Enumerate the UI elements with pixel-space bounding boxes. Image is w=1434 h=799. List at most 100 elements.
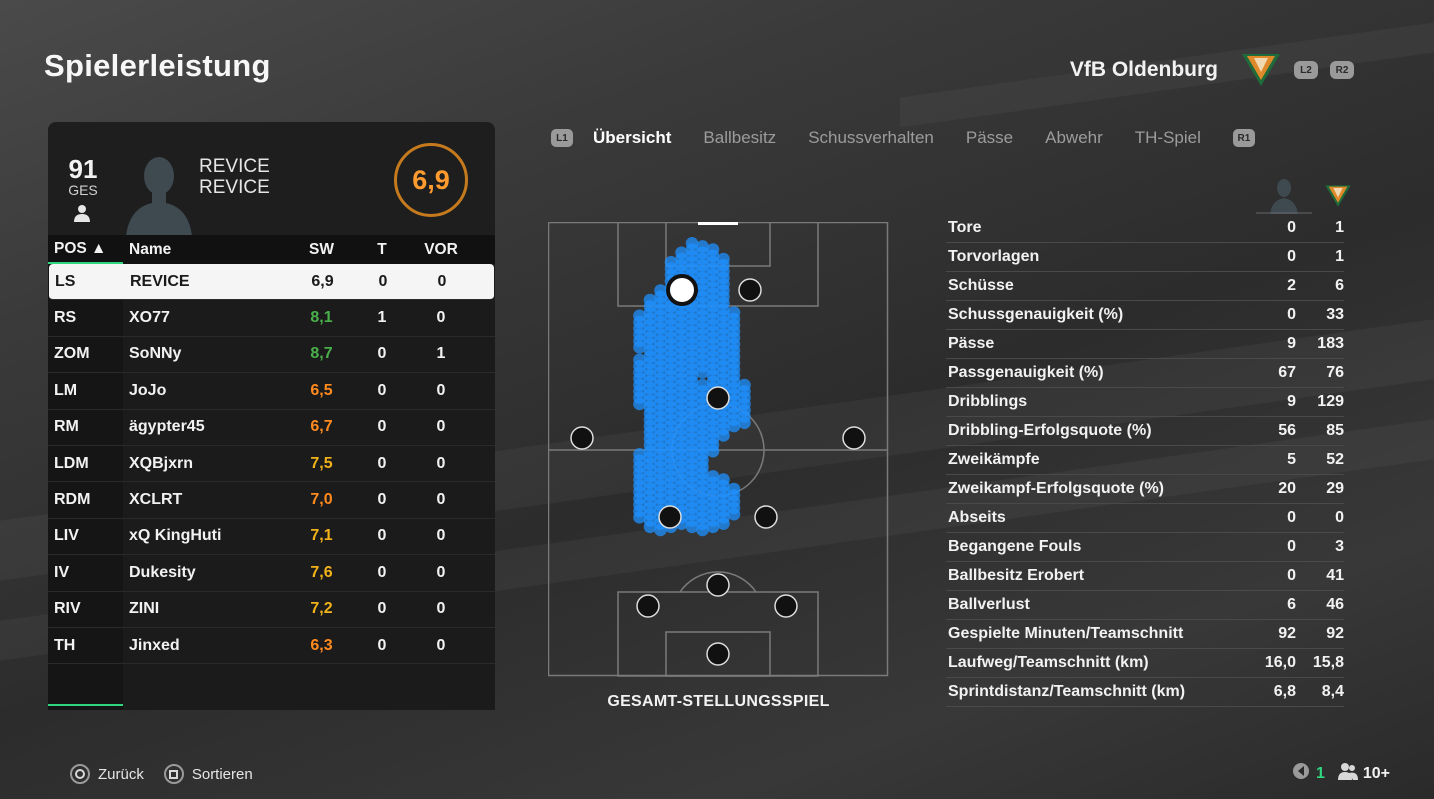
bottom-goal-box [665,631,771,677]
stat-row: Zweikämpfe 5 52 [946,446,1344,475]
row-position: ZOM [54,345,90,363]
row-rating: 7,1 [310,527,333,545]
roster-row[interactable]: LS REVICE 6,9 0 0 [49,264,494,301]
player-marker [706,642,730,666]
player-marker [706,573,730,597]
stat-player-value: 6,8 [1273,683,1296,700]
row-player-name: XO77 [129,309,170,327]
players-online-count: 10+ [1362,764,1390,782]
square-button-icon[interactable] [163,764,184,784]
row-player-name: xQ KingHuti [129,527,222,545]
player-marker [754,505,778,529]
stat-label: Sprintdistanz/Teamschnitt (km) [948,683,1186,700]
footer-status: 1 10+ [1292,762,1390,785]
stat-team-value: 46 [1326,596,1344,613]
stat-team-value: 29 [1326,480,1344,497]
sort-pos-header[interactable]: POS ▲ [48,235,123,264]
stat-label: Begangene Fouls [948,538,1082,555]
roster-row[interactable]: RM ägypter45 6,7 0 0 [48,410,495,446]
row-assists: 0 [436,381,446,399]
circle-button-icon[interactable] [70,764,90,784]
rating-header[interactable]: SW [309,240,334,258]
prev-team-button[interactable]: L2 [1294,61,1318,79]
row-player-name: XQBjxrn [129,454,194,472]
stat-player-value: 9 [1287,335,1296,352]
stat-row: Abseits 0 0 [946,504,1344,533]
tab-übersicht[interactable]: Übersicht [593,128,672,147]
roster-row[interactable]: LM JoJo 6,5 0 0 [48,373,495,410]
team-name: VfB Oldenburg [1069,58,1218,81]
stat-label: Torvorlagen [948,248,1040,265]
player-avatar [126,152,192,235]
back-label[interactable]: Zurück [98,765,144,783]
stat-player-value: 6 [1287,596,1296,613]
row-rating: 7,0 [310,491,333,509]
player-marker [658,505,682,529]
stat-label: Dribblings [948,393,1028,410]
name-header[interactable]: Name [129,240,172,258]
stat-label: Ballverlust [948,596,1030,613]
footer-controls: Zurück Sortieren [70,764,253,784]
roster-row[interactable]: TH Jinxed 6,3 0 0 [48,628,495,665]
row-goals: 0 [377,491,387,509]
roster-row[interactable]: ZOM SoNNy 8,7 0 1 [48,337,495,374]
roster-row[interactable]: IV Dukesity 7,6 0 0 [48,555,495,592]
stat-team-value: 0 [1335,509,1344,526]
player-marker [706,386,730,410]
match-rating: 6,9 [412,164,450,195]
stat-team-value: 76 [1326,364,1344,381]
next-team-button[interactable]: R2 [1330,61,1354,79]
stat-label: Laufweg/Teamschnitt (km) [948,654,1149,671]
team-crest-small-icon [1324,184,1352,213]
stat-row: Zweikampf-Erfolgsquote (%) 20 29 [946,475,1344,504]
position-column-bg [48,264,123,710]
row-assists: 1 [436,345,446,363]
row-rating: 7,2 [310,600,333,618]
stat-team-value: 15,8 [1312,654,1344,671]
row-rating: 7,6 [310,563,333,581]
player-positions [570,274,866,666]
player-marker [738,278,762,302]
tab-th-spiel[interactable]: TH-Spiel [1134,128,1201,147]
pitch [547,221,889,677]
goals-header[interactable]: T [377,240,387,258]
row-assists: 0 [437,272,447,290]
stat-row: Begangene Fouls 0 3 [946,533,1344,562]
heatmap [633,237,751,537]
prev-tab-button[interactable]: L1 [551,129,573,147]
row-position: RDM [54,491,91,509]
roster-row[interactable]: RDM XCLRT 7,0 0 0 [48,482,495,519]
player-avatar-small-icon [1256,176,1312,219]
roster-row[interactable]: RS XO77 8,1 1 0 [48,300,495,337]
sort-label[interactable]: Sortieren [191,765,253,783]
assists-header[interactable]: VOR [424,240,458,258]
row-assists: 0 [436,418,446,436]
tab-pässe[interactable]: Pässe [965,128,1014,147]
roster-row[interactable]: LIV xQ KingHuti 7,1 0 0 [48,519,495,556]
row-assists: 0 [436,527,446,545]
stat-team-value: 8,4 [1321,683,1344,700]
tab-abwehr[interactable]: Abwehr [1045,128,1103,147]
row-goals: 0 [377,600,387,618]
stat-player-value: 67 [1278,364,1296,381]
player-marker [774,594,798,618]
tab-schussverhalten[interactable]: Schussverhalten [808,128,934,147]
stat-row: Passgenauigkeit (%) 67 76 [946,359,1344,388]
row-goals: 1 [377,309,387,327]
stat-row: Pässe 9 183 [946,330,1344,359]
stat-player-value: 56 [1278,422,1296,439]
stats-table: Tore 0 1 Torvorlagen 0 1 Schüsse 2 6 Schussgenaui… [946,214,1344,707]
row-position: LS [55,272,76,290]
row-rating: 6,5 [310,381,333,399]
person-icon [72,204,92,227]
stat-player-value: 9 [1287,393,1296,410]
selected-player-marker [666,274,698,306]
stat-player-value: 0 [1287,248,1296,265]
row-goals: 0 [377,563,387,581]
roster-row[interactable]: LDM XQBjxrn 7,5 0 0 [48,446,495,483]
row-position: RS [54,309,77,327]
tab-ballbesitz[interactable]: Ballbesitz [703,128,777,147]
next-tab-button[interactable]: R1 [1232,129,1255,147]
stat-player-value: 0 [1287,538,1296,555]
roster-row[interactable]: RIV ZINI 7,2 0 0 [48,592,495,628]
